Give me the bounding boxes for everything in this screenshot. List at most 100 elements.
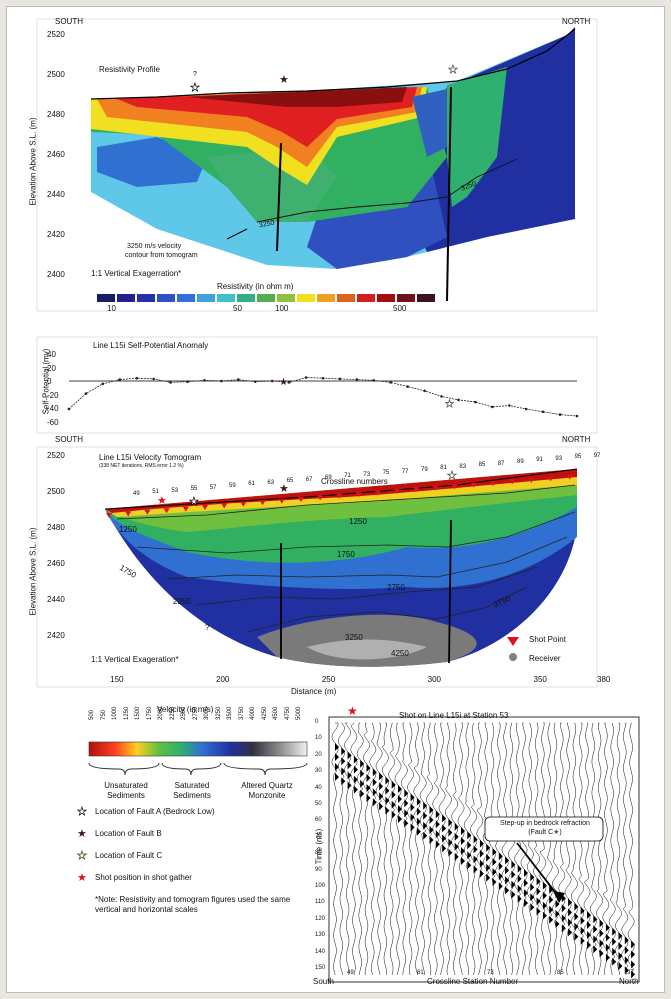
trace-peak [404,809,409,818]
station-shot-marker [451,484,458,490]
trace-peak [486,843,491,852]
p1-ytick-2460: 2460 [47,150,65,159]
seismic-trace [463,722,471,976]
trace-peak [442,814,447,823]
velocity-legend: ★ ★ ★ ★ [77,741,308,884]
sp-point [84,392,88,395]
trace-peak [549,915,554,924]
trace-peak [631,940,636,949]
p3-title: Line L15i Velocity Tomogram [99,453,202,462]
callout-box [484,816,604,842]
sp-point [220,379,223,383]
trace-peak [542,911,547,920]
fault-c-star: ★ [448,64,458,76]
trace-peak [435,810,440,819]
station-shot-marker [547,476,554,482]
velocity-tick-4750: 4750 [284,706,291,720]
colorbar-swatch [277,294,295,302]
p2-ytick-40: 40 [47,350,56,359]
figure-frame: ★ ★ ★ ★ ★ ★ ★ ★ ★ [6,6,665,993]
trace-peak [580,926,585,935]
seismic-trace [627,722,635,976]
station-label-49: 49 [133,491,140,497]
trace-peak [423,831,428,840]
legend-shot-position: Shot position in shot gather [95,873,192,882]
trace-peak [366,774,371,782]
colorbar-title: Resistivity (in ohm m) [217,282,294,291]
trace-peak [360,779,365,788]
trace-peak [416,827,421,836]
trace-peak [366,784,371,792]
trace-peak [353,785,358,794]
station-shot-marker [298,497,304,502]
receiver-symbol [509,653,517,661]
station-shot-marker [528,477,535,483]
trace-peak [530,903,535,912]
velocity-tick-3500: 3500 [227,706,233,720]
seismic-trace [331,722,339,976]
callout-arrowhead [553,891,565,903]
p1-south-label: SOUTH [55,17,83,26]
trace-peak [593,925,598,934]
seismic-trace [438,722,446,976]
trace-peak [618,932,623,940]
trace-peak [429,826,434,834]
velocity-tick-750: 750 [100,709,107,720]
seismic-trace [520,722,528,975]
p1-title: Resistivity Profile [99,65,160,74]
trace-peak [461,857,465,865]
trace-peak [416,817,421,826]
shot-gather-panel: ★ [328,704,640,983]
p3-xtick-380: 380 [597,675,611,684]
bracket-unsaturated [88,762,160,776]
p1-ytick-2500: 2500 [47,70,65,79]
p2-ytick--40: -40 [47,404,59,413]
trace-peak [467,841,472,850]
trace-peak [435,840,440,849]
receiver-label: Receiver [529,654,561,663]
sp-point [338,377,342,381]
trace-peak [580,936,585,945]
p4-ytick-140: 140 [315,948,326,955]
trace-peak [574,932,579,941]
group-altered: Altered Quartz Monzonite [241,781,293,800]
trace-peak [467,851,472,860]
seismic-trace [350,722,358,976]
sp-point [558,413,562,416]
p3-y-label: Elevation Above S.L. (m) [28,527,38,616]
colorbar-swatch [257,294,275,302]
trace-peak [561,904,566,913]
trace-peak [511,890,516,899]
station-label-91: 91 [536,457,543,464]
sp-point [169,381,172,384]
p2-title: Line L15i Self-Potential Anomaly [93,341,209,350]
colorbar-swatch [417,294,435,302]
colorbar-swatch [317,294,335,302]
station-shot-marker [221,503,228,509]
trace-peak [498,862,503,871]
p1-exaggeration: 1:1 Vertical Exagerration* [91,269,182,278]
p3-xtick-200: 200 [216,675,230,684]
p3-ytick-2480: 2480 [47,523,65,532]
p1-ytick-2400: 2400 [47,270,65,279]
station-label-51: 51 [152,489,159,496]
seismic-trace [583,722,591,976]
seismic-trace [489,722,496,976]
resistivity-green-right2 [412,89,447,157]
station-label-55: 55 [190,486,198,493]
station-label-89: 89 [517,459,524,465]
trace-peak [416,797,421,806]
velocity-title: Velocity (in m/s) [157,705,214,714]
p4-north: North [619,977,639,986]
station-shot-marker [163,508,170,514]
seismic-trace [558,722,566,976]
trace-peak [479,859,484,868]
legend-fault-b-star: ★ [77,828,87,840]
trace-peak [587,931,591,939]
trace-peak [448,848,453,857]
trace-peak [580,916,585,925]
seismic-trace [564,722,572,976]
trace-peak [555,910,560,918]
callout-close: ) [559,829,562,836]
station-shot-marker [125,511,132,517]
